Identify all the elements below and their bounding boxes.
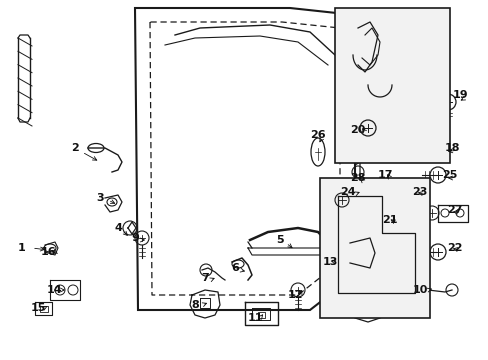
Text: 28: 28	[349, 173, 365, 183]
Text: 14: 14	[47, 285, 62, 295]
Bar	[334, 8, 449, 163]
Text: 23: 23	[411, 187, 427, 197]
Text: 6: 6	[231, 263, 239, 273]
Text: 21: 21	[382, 215, 397, 225]
Text: 19: 19	[451, 90, 467, 100]
Text: 5: 5	[276, 235, 283, 245]
Text: 7: 7	[201, 273, 208, 283]
Text: 2: 2	[71, 143, 79, 153]
Text: 13: 13	[322, 257, 337, 267]
Text: 11: 11	[247, 313, 262, 323]
Text: 10: 10	[411, 285, 427, 295]
Text: 26: 26	[309, 130, 325, 140]
Text: 15: 15	[30, 303, 45, 313]
Text: 22: 22	[447, 243, 462, 253]
Text: 8: 8	[191, 300, 199, 310]
Text: 20: 20	[349, 125, 365, 135]
Text: 16: 16	[40, 247, 56, 257]
Text: 18: 18	[443, 143, 459, 153]
Text: 9: 9	[131, 233, 139, 243]
Text: 25: 25	[442, 170, 457, 180]
Bar	[319, 178, 429, 318]
Text: 4: 4	[114, 223, 122, 233]
Text: 17: 17	[376, 170, 392, 180]
Text: 24: 24	[340, 187, 355, 197]
Text: 3: 3	[96, 193, 103, 203]
Text: 27: 27	[447, 205, 462, 215]
Text: 12: 12	[286, 290, 302, 300]
Text: 1: 1	[18, 243, 26, 253]
